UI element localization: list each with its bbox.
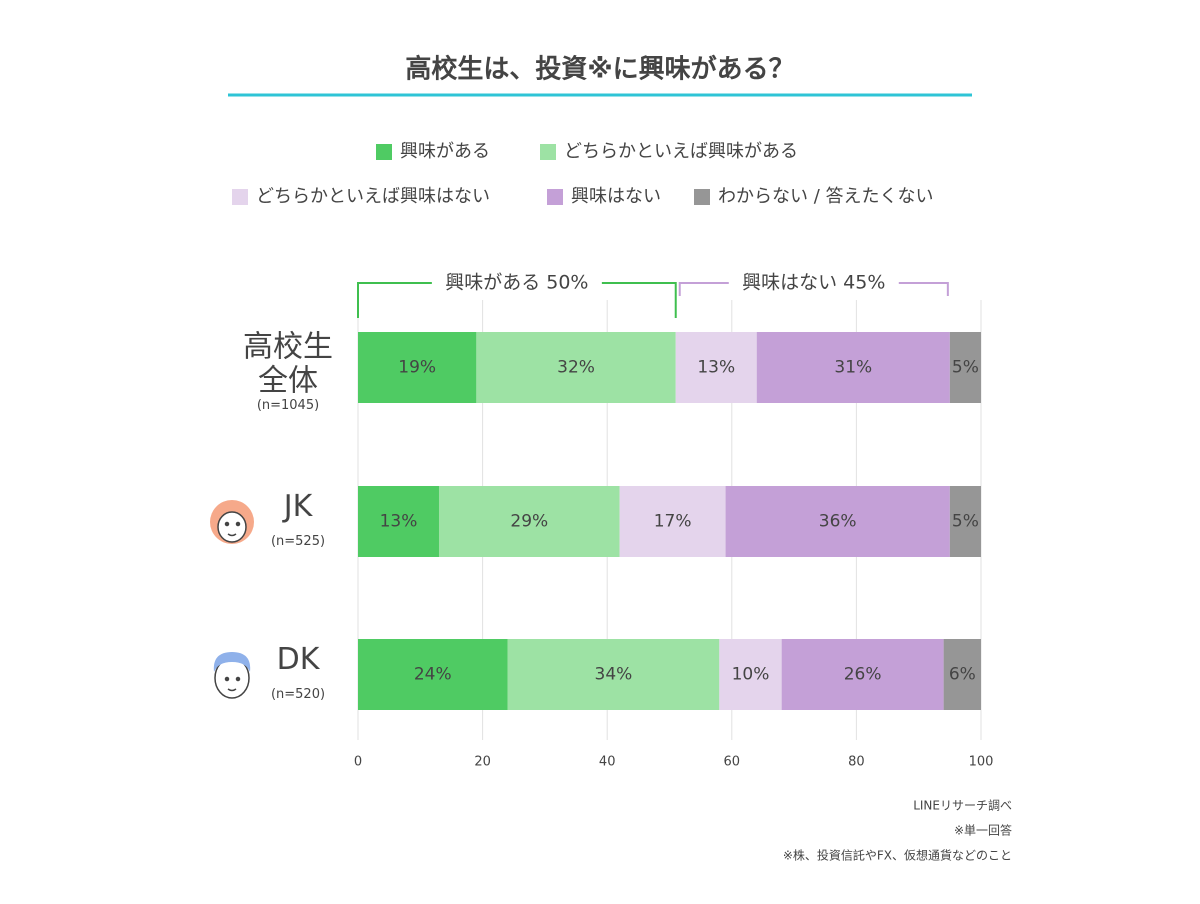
- x-tick-label: 100: [969, 755, 994, 770]
- chart-title: 高校生は、投資※に興味がある？: [405, 54, 794, 85]
- value-label: 17%: [654, 512, 692, 532]
- value-label: 5%: [952, 512, 979, 532]
- value-label: 36%: [819, 512, 857, 532]
- legend-swatch: [540, 144, 556, 160]
- x-tick-label: 60: [724, 755, 741, 770]
- annotation-bracket: [357, 282, 677, 318]
- legend-swatch: [547, 189, 563, 205]
- category-note: (n=525): [271, 534, 325, 549]
- value-label: 24%: [414, 665, 452, 685]
- legend-swatch: [694, 189, 710, 205]
- footnote: LINEリサーチ調べ: [913, 799, 1012, 813]
- bar-segment: [358, 332, 477, 403]
- x-tick-label: 40: [599, 755, 616, 770]
- value-label: 32%: [557, 358, 595, 378]
- value-label: 31%: [834, 358, 872, 378]
- value-label: 26%: [844, 665, 882, 685]
- value-label: 34%: [595, 665, 633, 685]
- category-note: (n=520): [271, 687, 325, 702]
- value-label: 29%: [510, 512, 548, 532]
- legend-swatch: [376, 144, 392, 160]
- annotation-label: 興味がある 50%: [445, 272, 588, 294]
- legend-label: どちらかといえば興味がある: [564, 141, 798, 162]
- legend-label: 興味がある: [400, 141, 490, 162]
- footnote: ※単一回答: [954, 823, 1012, 838]
- bar-segment: [476, 332, 676, 403]
- bar-segment: [943, 639, 981, 710]
- bar-segment: [507, 639, 720, 710]
- legend-label: 興味はない: [571, 186, 661, 207]
- x-tick-label: 0: [354, 755, 362, 770]
- value-label: 13%: [380, 512, 418, 532]
- legend-swatch: [232, 189, 248, 205]
- value-label: 6%: [949, 665, 976, 685]
- value-label: 19%: [398, 358, 436, 378]
- bar-segment: [725, 486, 950, 557]
- legend-label: わからない / 答えたくない: [718, 186, 934, 207]
- annotation-bracket: [678, 282, 949, 296]
- legend-label: どちらかといえば興味はない: [256, 186, 490, 207]
- value-label: 13%: [697, 358, 735, 378]
- category-label: 高校生全体: [243, 329, 333, 398]
- dk-icon: [213, 652, 251, 699]
- value-label: 5%: [952, 358, 979, 378]
- category-label: DK: [277, 642, 321, 677]
- bar-segment: [619, 486, 726, 557]
- x-tick-label: 20: [474, 755, 491, 770]
- category-note: (n=1045): [257, 398, 319, 413]
- bar-segment: [781, 639, 944, 710]
- annotation-label: 興味はない 45%: [742, 272, 885, 294]
- category-label: JK: [282, 489, 314, 524]
- jk-icon: [210, 500, 254, 544]
- bar-segment: [438, 486, 620, 557]
- footnote: ※株、投資信託やFX、仮想通貨などのこと: [783, 848, 1012, 863]
- bar-segment: [756, 332, 950, 403]
- bar-segment: [358, 639, 508, 710]
- bar-segment: [949, 486, 981, 557]
- x-tick-label: 80: [848, 755, 865, 770]
- bar-segment: [675, 332, 757, 403]
- bar-segment: [949, 332, 981, 403]
- bar-segment: [719, 639, 782, 710]
- value-label: 10%: [732, 665, 770, 685]
- bar-segment: [358, 486, 439, 557]
